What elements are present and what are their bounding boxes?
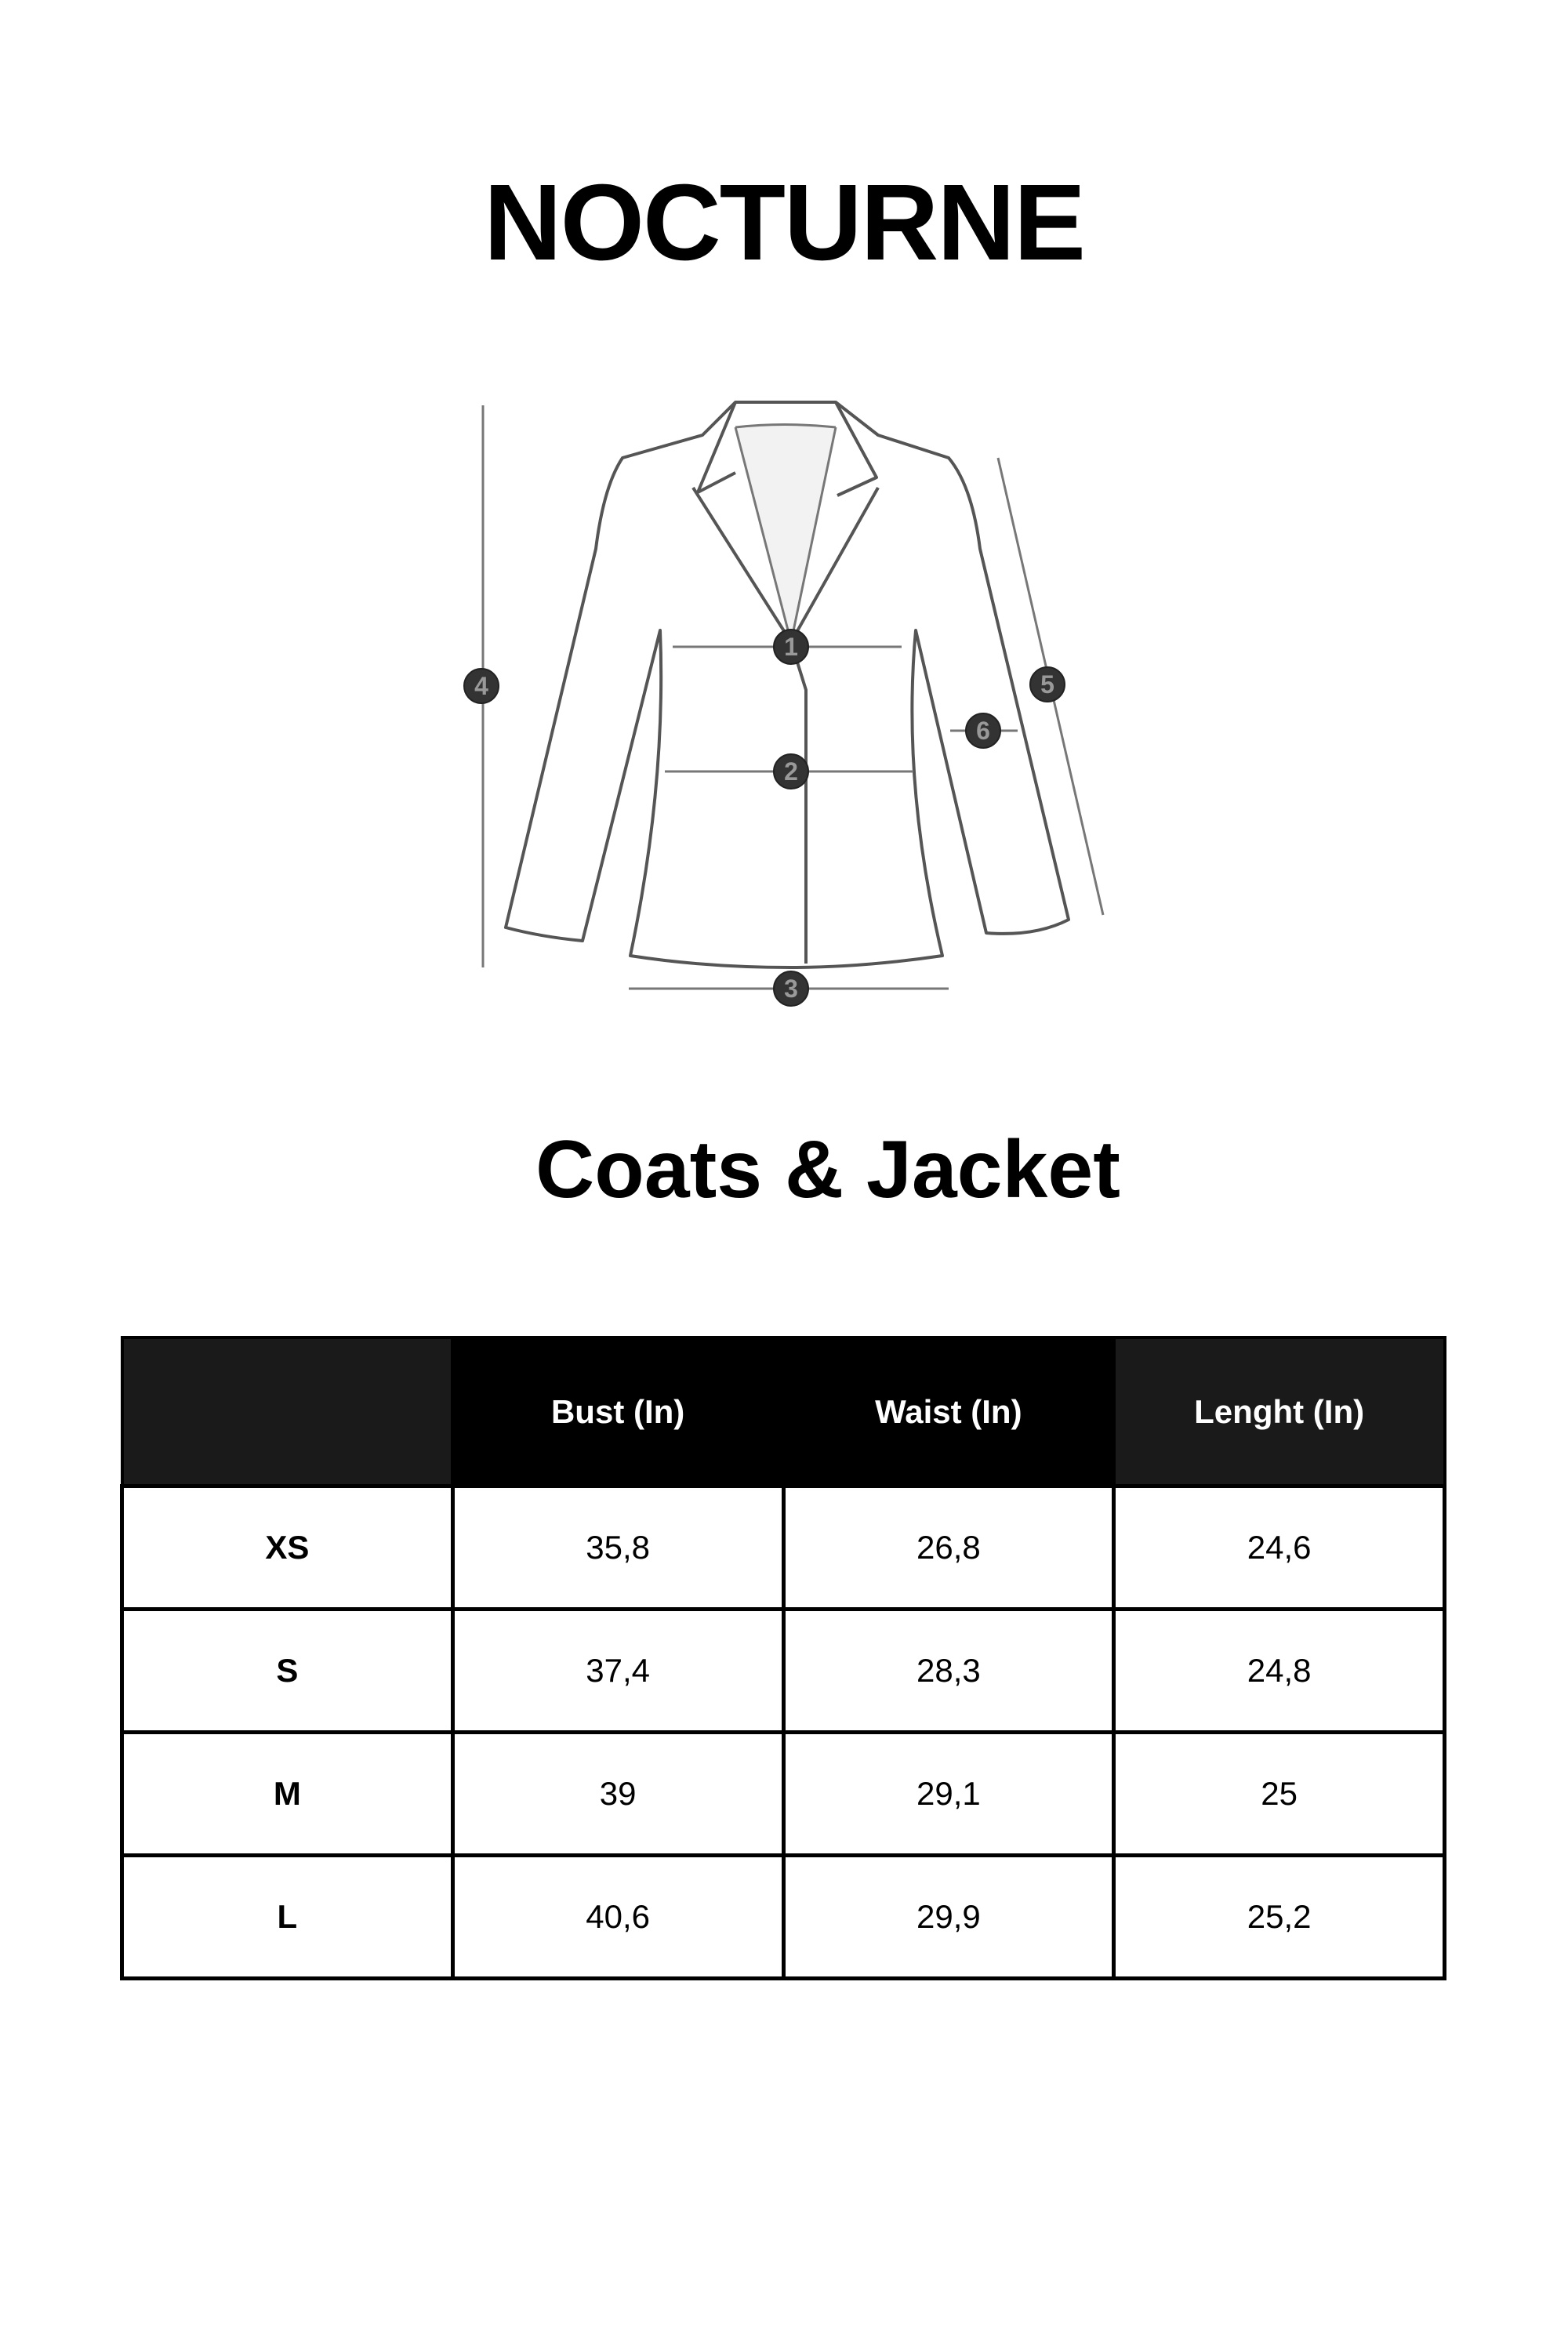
marker-4: [463, 668, 499, 704]
size-cell: S: [120, 1607, 455, 1734]
marker-label: 4: [474, 672, 488, 700]
left-collar: [696, 401, 737, 494]
marker-3: [773, 971, 809, 1007]
waist-cell: 26,8: [781, 1484, 1116, 1611]
jacket-outline: [504, 401, 1070, 969]
front-placket: [789, 641, 808, 964]
bust-cell: 40,6: [450, 1853, 786, 1980]
neckline: [734, 423, 837, 644]
waist-cell: 29,1: [781, 1730, 1116, 1857]
table-row: XS 35,8 26,8 24,6: [120, 1484, 1446, 1611]
marker-6: [965, 713, 1001, 749]
length-cell: 24,8: [1112, 1607, 1446, 1734]
table-row: M 39 29,1 25: [120, 1730, 1446, 1857]
jacket-measurement-diagram: 1 2 3 4 5 6: [463, 401, 1105, 1007]
right-lapel: [789, 487, 880, 643]
header-size: [120, 1336, 455, 1488]
length-cell: 25: [1112, 1730, 1446, 1857]
header-length: Lenght (In): [1112, 1336, 1446, 1488]
header-waist: Waist (In): [782, 1336, 1116, 1488]
size-cell: L: [120, 1853, 455, 1980]
bust-cell: 35,8: [450, 1484, 786, 1611]
bust-cell: 39: [450, 1730, 786, 1857]
size-cell: M: [120, 1730, 455, 1857]
length-cell: 24,6: [1112, 1484, 1446, 1611]
waist-cell: 28,3: [781, 1607, 1116, 1734]
marker-label: 6: [976, 717, 990, 745]
table-header-row: Bust (In) Waist (In) Lenght (In): [120, 1336, 1446, 1488]
header-bust: Bust (In): [451, 1336, 785, 1488]
brand-logo: NOCTURNE: [484, 162, 1086, 283]
size-chart-table: Bust (In) Waist (In) Lenght (In) XS 35,8…: [120, 1336, 1446, 1980]
section-title: Coats & Jacket: [535, 1124, 1120, 1215]
marker-1: [773, 629, 809, 665]
marker-2: [773, 753, 809, 789]
table-row: L 40,6 29,9 25,2: [120, 1853, 1446, 1980]
size-cell: XS: [120, 1484, 455, 1611]
right-collar: [834, 401, 878, 497]
waist-cell: 29,9: [781, 1853, 1116, 1980]
marker-label: 3: [784, 975, 798, 1003]
marker-label: 1: [784, 633, 798, 661]
marker-5: [1029, 666, 1065, 702]
marker-label: 5: [1040, 670, 1054, 699]
length-cell: 25,2: [1112, 1853, 1446, 1980]
left-lapel: [691, 486, 793, 644]
table-row: S 37,4 28,3 24,8: [120, 1607, 1446, 1734]
marker-label: 2: [784, 757, 798, 786]
bust-cell: 37,4: [450, 1607, 786, 1734]
